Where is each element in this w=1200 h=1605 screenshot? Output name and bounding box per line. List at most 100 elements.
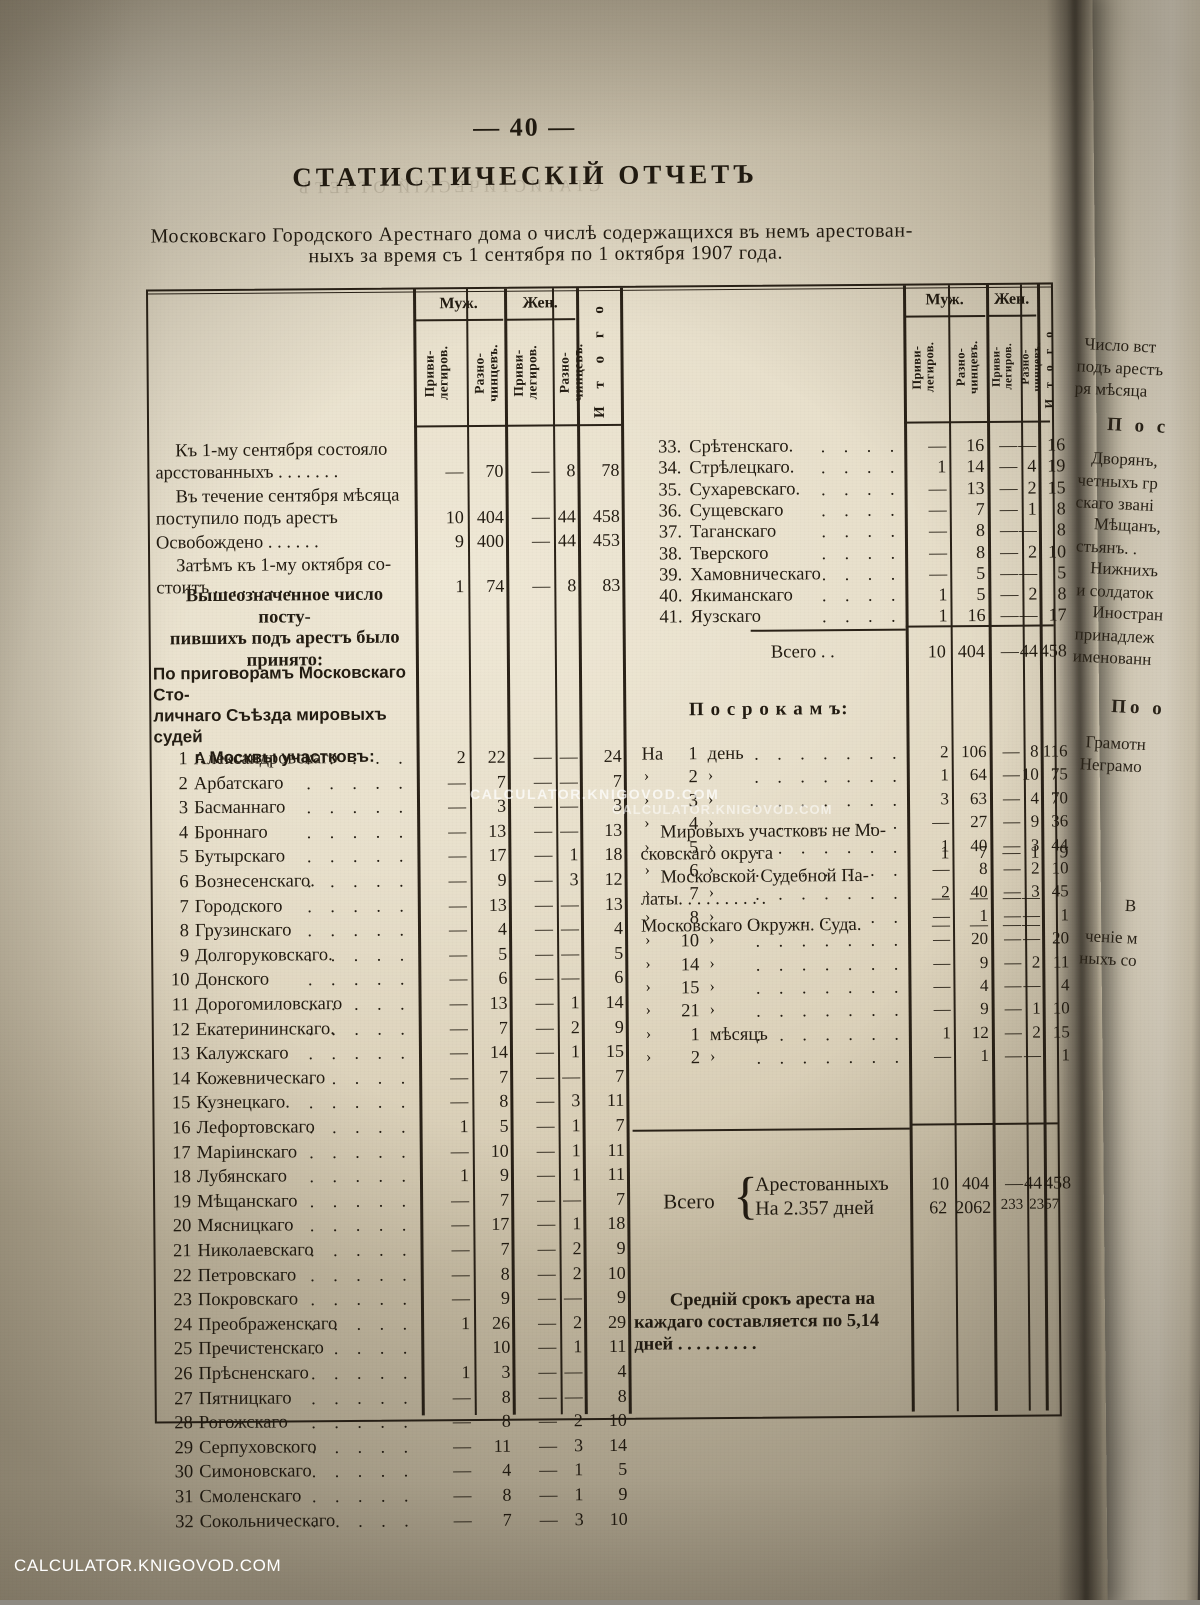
district-number: 37. [658,522,682,543]
cell-wp: — [532,575,551,596]
header-priv-women-left: Приви- легиров. [510,345,540,400]
cell-wr: — [560,820,579,841]
average-note-line-1: Средній срокъ ареста на [669,1288,876,1311]
cell-wp: — [531,506,550,527]
cell-wp: — [536,1140,555,1161]
cell-wr: 3 [573,1435,584,1456]
district-dot-leader: . . . . . [309,1165,414,1187]
cell-total: 15 [1047,477,1066,498]
term-ditto: › [644,838,650,856]
district-dot-leader: . . . . . [310,1337,415,1359]
footer-total-line-2: На 2.357 дней [755,1196,875,1220]
cell-wr: — [564,1361,583,1382]
statistics-table: Муж. Жен. Муж. Жен. Приви- легиров. Разн… [145,282,1071,1532]
term-ditto: › [645,1025,652,1043]
cell-mr: 9 [980,998,989,1019]
cell-mr: 64 [969,764,987,785]
rule-men-left-underline [415,318,504,322]
cell-mp: — [449,944,468,965]
district-dot-leader: . . . . . [308,1091,413,1113]
rule-men-right-underline [905,314,986,318]
cell-mr: 26 [492,1312,511,1333]
district-dot-leader: . . . . . [309,1190,414,1212]
cell-total: 10 [608,1409,627,1430]
district-dot-leader: . . . . . [309,1141,413,1163]
cell-mp: 1 [459,1116,469,1137]
term-dot-leader: . . . . . . . [754,836,905,858]
term-number: 2 [690,1048,701,1069]
cell-mr: 10 [492,1336,511,1357]
cell-total: 11 [1052,952,1070,972]
header-total-left: И т о г о [591,299,608,419]
cell-mr: 13 [488,894,507,915]
district-dot-leader: . . . . [820,456,902,478]
footer-l2-mr: 2062 [955,1196,992,1218]
cell-mr: 22 [487,746,506,767]
cell-wp: — [531,460,550,481]
cell-mp: — [449,968,468,989]
cell-wp: — [534,844,553,865]
header-men-left: Муж. [439,294,478,313]
cell-mp: 2 [456,747,466,768]
cell-wp: — [538,1336,557,1357]
cell-wp: — [537,1189,556,1210]
cell-wp: — [538,1361,557,1382]
cell-mp: 1 [459,1165,470,1186]
cell-total: 5 [614,942,624,963]
cell-wr: 2 [572,1238,582,1259]
facing-page-line: именованн [1072,646,1152,670]
cell-mr: 7 [500,1189,510,1210]
district-dot-leader: . . . . [821,520,902,542]
cell-wr: — [561,967,580,988]
cell-mr: 8 [500,1263,510,1284]
cell-mp: 10 [445,507,464,528]
cell-mp: — [451,1264,470,1285]
cell-mr: 8 [501,1410,511,1431]
district-dot-leader: . . . . [821,605,903,627]
header-men-right: Муж. [925,291,964,309]
cell-wp: — [539,1509,558,1530]
cell-total: 10 [607,1262,626,1283]
cell-total: 6 [614,966,624,987]
district-dot-leader: . . . . . [308,1042,413,1064]
cell-total: 9 [616,1237,626,1258]
term-number: 4 [688,814,699,835]
cell-mr: 10 [490,1140,509,1161]
cell-mp: — [928,520,947,541]
cell-wp: — [538,1386,557,1407]
cell-total: 11 [607,1163,626,1184]
cell-wr: 1 [573,1336,583,1357]
cell-total: 19 [1047,455,1066,476]
cell-wp: — [536,1115,555,1136]
cell-mr: 404 [476,506,504,527]
district-dot-leader: . . . . . [310,1288,414,1310]
cell-wr: — [559,746,578,767]
cell-wr: 1 [570,992,580,1013]
cell-mp: — [448,870,467,891]
cell-total: 15 [605,1040,625,1061]
cell-mr: 4 [979,975,989,996]
district-dot-leader: . . . . . [308,1067,413,1089]
cell-total: 11 [608,1335,627,1356]
cell-total: 13 [604,893,623,914]
cell-total: 16 [1047,434,1066,455]
header-priv-men-left: Приви- легиров. [421,345,451,401]
cell-total: 78 [601,459,620,480]
district-dot-leader: . . . . . [306,796,411,818]
cell-total: 8 [1056,519,1066,540]
term-dot-leader: . . . . . . . [754,742,904,764]
cell-mr: 7 [500,1238,510,1259]
facing-page-line: подъ арестъ [1076,356,1164,380]
facing-page-line: Дворянъ, [1090,448,1159,471]
cell-wr: 3 [569,869,579,890]
cell-wp: — [538,1312,557,1333]
grand-total-label: Всего . . [770,642,835,663]
header-priv-men-right: Приви- легиров. [909,342,937,393]
rule-above-grand-total-cols [905,624,1054,628]
cell-wp: — [538,1410,557,1431]
cell-mr: 7 [499,1066,509,1087]
cell-mp: — [932,812,950,832]
cell-total: 4 [1060,975,1070,995]
district-dot-leader: . . . . [820,478,902,500]
